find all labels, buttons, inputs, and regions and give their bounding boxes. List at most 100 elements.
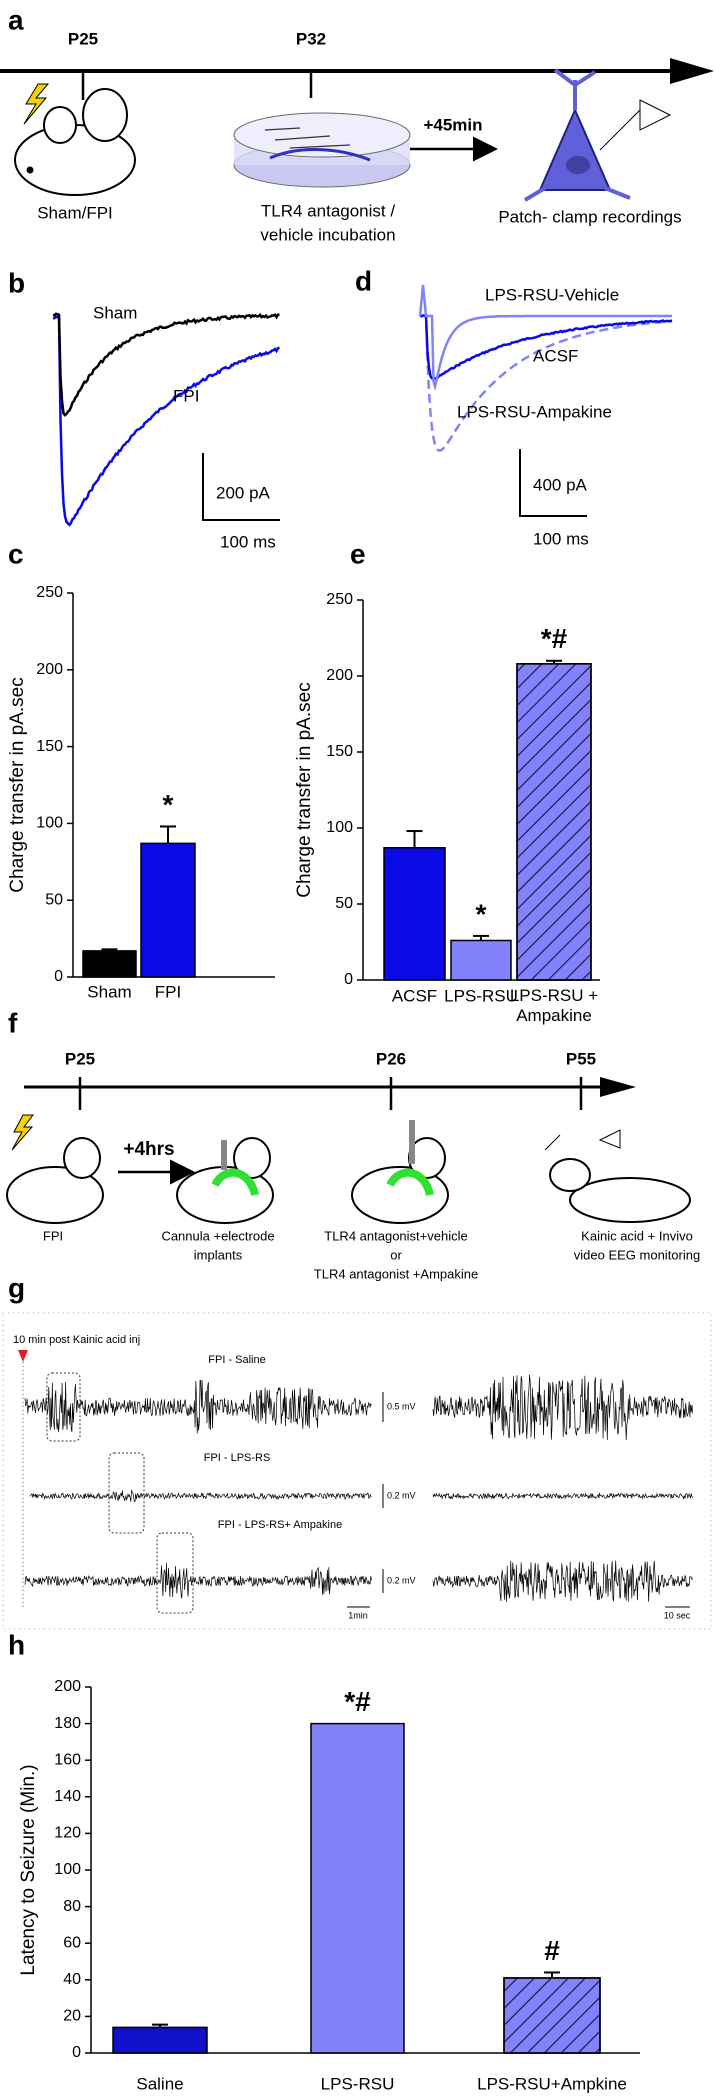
hippocampus (211, 1168, 259, 1197)
y-tick-label: 150 (36, 738, 63, 755)
panel-label: e (350, 538, 366, 569)
trace-label: Sham (93, 303, 137, 322)
y-tick-label: 160 (54, 1751, 81, 1768)
bar-hatch (503, 1977, 601, 2054)
significance: *# (541, 623, 568, 654)
y-tick-label: 20 (63, 2008, 81, 2025)
y-axis-label: Charge transfer in pA.sec (294, 682, 315, 897)
eeg-trace (432, 1374, 694, 1441)
step-label: Patch- clamp recordings (498, 207, 681, 226)
onset-marker (18, 1350, 28, 1362)
x-tick-label: ACSF (392, 986, 437, 1005)
scale-label: 400 pA (533, 475, 588, 494)
x-tick-label: Sham (87, 982, 131, 1001)
panel-label: b (8, 267, 25, 298)
scale-label: 200 pA (216, 483, 271, 502)
significance: *# (344, 1686, 371, 1717)
y-axis-label: Latency to Seizure (Min.) (18, 1764, 39, 1975)
eeg-trace (29, 1489, 372, 1502)
injury-icon (23, 83, 50, 125)
panel-label: c (8, 538, 24, 569)
eeg-trace (24, 1562, 372, 1599)
timepoint: P25 (65, 1049, 95, 1068)
scale-label: 0.2 mV (387, 1490, 416, 1500)
scale-bar (519, 449, 587, 517)
trace (420, 314, 673, 452)
y-tick-label: 250 (36, 584, 63, 601)
eeg-trace (24, 1379, 372, 1434)
x-tick-label: FPI (155, 982, 181, 1001)
y-tick-label: 0 (54, 968, 63, 985)
step-label: Sham/FPI (37, 203, 113, 222)
y-tick-label: 180 (54, 1715, 81, 1732)
step-label: TLR4 antagonist+vehicle (324, 1228, 467, 1243)
y-tick-label: 50 (45, 891, 63, 908)
dish-icon (233, 112, 411, 188)
panel-frame (2, 1312, 712, 1630)
bar (140, 842, 196, 978)
y-tick-label: 60 (63, 1934, 81, 1951)
scale-label: 1min (348, 1610, 368, 1620)
scale-bar (202, 453, 280, 521)
bar-hatch (516, 663, 592, 981)
delay-label: +4hrs (123, 1139, 174, 1160)
mouse-icon (14, 88, 136, 196)
timepoint: P25 (68, 29, 98, 48)
trace-label: ACSF (533, 346, 578, 365)
y-tick-label: 100 (326, 819, 353, 836)
injector (409, 1120, 415, 1164)
eeg-trace (432, 1492, 694, 1500)
trace-label: FPI (173, 386, 199, 405)
step-label: vehicle incubation (260, 225, 395, 244)
bar (450, 939, 512, 981)
significance: # (544, 1935, 560, 1966)
scale-label: 0.5 mV (387, 1401, 416, 1411)
x-tick-label: LPS-RSU+Ampkine (477, 2074, 627, 2093)
x-tick-label: LPS-RSU (321, 2074, 395, 2093)
eeg-traces (24, 1374, 694, 1602)
x-tick-label: LPS-RSU (444, 986, 518, 1005)
y-tick-label: 100 (54, 1861, 81, 1878)
x-tick-label: LPS-RSU + Ampakine (510, 986, 598, 1025)
y-tick-label: 200 (36, 661, 63, 678)
zoom-box (108, 1452, 145, 1534)
hippocampus (386, 1168, 434, 1197)
y-tick-label: 120 (54, 1825, 81, 1842)
y-tick-label: 80 (63, 1898, 81, 1915)
timepoint: P26 (376, 1049, 406, 1068)
timepoint: P55 (566, 1049, 596, 1068)
step-label: FPI (43, 1228, 63, 1243)
step-label: TLR4 antagonist / (261, 201, 395, 220)
step-label: Kainic acid + Invivo (581, 1228, 693, 1243)
panel-label: a (8, 4, 24, 35)
y-tick-label: 140 (54, 1788, 81, 1805)
injury-icon (11, 1114, 34, 1151)
trace-label: FPI - Saline (208, 1354, 265, 1366)
step-label: TLR4 antagonist +Ampakine (314, 1266, 478, 1281)
panel-label: d (355, 265, 372, 296)
y-tick-label: 250 (326, 591, 353, 608)
scale-label: 10 sec (664, 1610, 691, 1620)
trace (418, 284, 672, 392)
trace (52, 315, 280, 527)
zoom-box (156, 1532, 194, 1614)
x-tick-label: Saline (136, 2074, 183, 2093)
y-tick-label: 100 (36, 815, 63, 832)
bar (383, 847, 446, 981)
panel-label: f (8, 1007, 18, 1038)
y-tick-label: 200 (326, 667, 353, 684)
mouse-icon (6, 1137, 691, 1224)
y-tick-label: 200 (54, 1678, 81, 1695)
trace (419, 314, 673, 381)
scale-label: 100 ms (533, 529, 589, 548)
y-tick-label: 50 (335, 895, 353, 912)
eeg-trace (432, 1560, 694, 1602)
eeg-icon (544, 1129, 621, 1151)
y-axis-label: Charge transfer in pA.sec (7, 677, 28, 892)
significance: * (163, 789, 174, 820)
bar (82, 950, 137, 978)
panel-label: h (8, 1629, 25, 1660)
scale-label: 100 ms (220, 532, 276, 551)
step-label: video EEG monitoring (574, 1247, 700, 1262)
